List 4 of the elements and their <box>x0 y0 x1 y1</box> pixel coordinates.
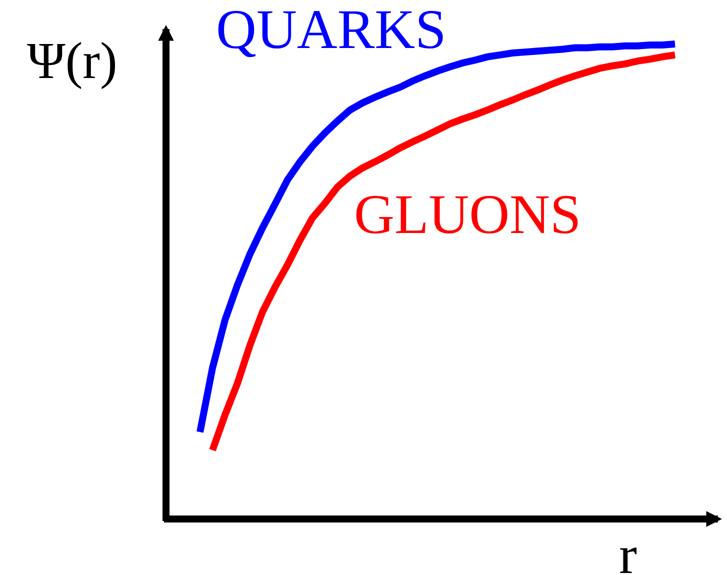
y-axis-title: Ψ(r) <box>27 33 118 90</box>
series-label: GLUONS <box>354 184 582 246</box>
x-axis-title: r <box>619 525 637 575</box>
series-label: QUARKS <box>216 0 446 61</box>
